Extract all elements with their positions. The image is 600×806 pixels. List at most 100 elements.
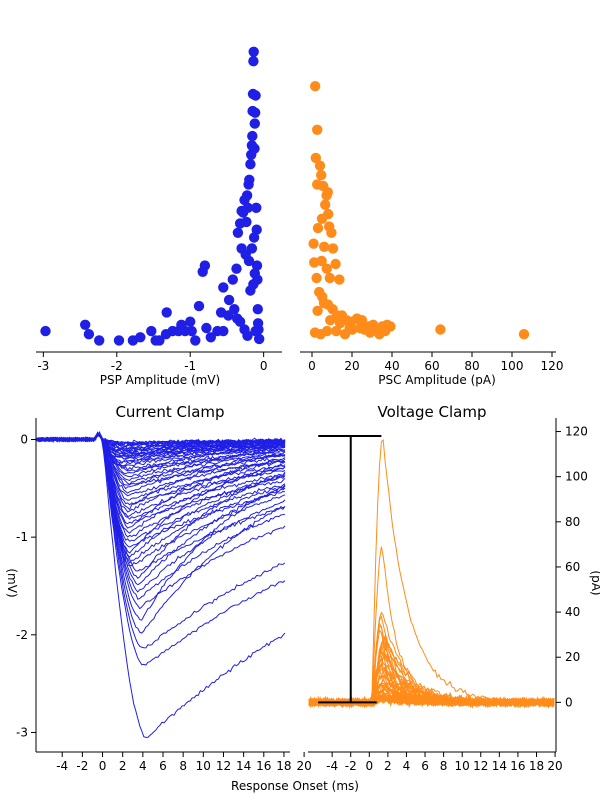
psc-x-tick-label: 120: [541, 359, 564, 373]
psc-point: [327, 243, 339, 254]
cc-x-tick-label: 10: [196, 759, 211, 773]
vc-scale-bar: [318, 435, 382, 704]
psp-point: [199, 260, 211, 271]
cc-y-ticks: 0 -1 -2 -3: [16, 432, 36, 739]
vc-y-tick-label: 60: [565, 560, 580, 574]
psp-point: [245, 159, 256, 170]
psc-x-ticks: 0 20 40 60 80 100 120: [308, 352, 563, 373]
psp-point: [246, 243, 258, 254]
cc-x-tick-label: 16: [256, 759, 271, 773]
psp-point: [40, 325, 51, 337]
vc-x-tick-label: 2: [384, 759, 392, 773]
vc-trace: [308, 546, 555, 708]
cc-x-tick-label: 2: [119, 759, 127, 773]
psp-point: [218, 325, 229, 337]
psp-point: [161, 307, 172, 318]
psc-x-tick-label: 0: [308, 359, 316, 373]
psp-point: [229, 304, 240, 315]
vc-y-ticks: 0 20 40 60 80 100 120: [556, 425, 588, 709]
psp-point: [176, 319, 187, 330]
vc-y-label: (pA): [589, 570, 600, 595]
vc-x-tick-label: -2: [345, 759, 357, 773]
psp-point: [248, 46, 259, 57]
vc-x-tick-label: 20: [547, 759, 562, 773]
psp-point: [250, 107, 261, 118]
psp-point: [251, 202, 262, 213]
psp-point: [205, 332, 216, 343]
psc-point: [518, 329, 530, 340]
vc-y-tick-label: 20: [565, 650, 580, 664]
psp-point: [146, 325, 157, 337]
psc-point: [314, 160, 326, 171]
psp-point: [243, 255, 255, 267]
cc-x-tick-label: 8: [179, 759, 187, 773]
cc-trace: [36, 433, 286, 445]
vc-x-ticks: -4 -2 0 2 4 6 8 10 12 14 16 18 20: [326, 752, 563, 773]
psp-point: [248, 56, 259, 67]
current-clamp-traces: [36, 431, 286, 738]
psc-point: [322, 187, 333, 198]
cc-x-tick-label: 12: [216, 759, 231, 773]
psp-point: [254, 333, 265, 345]
psc-point: [312, 222, 324, 234]
psc-point: [334, 318, 346, 329]
vc-y-tick-label: 120: [565, 425, 588, 439]
psp-point: [190, 335, 201, 346]
psp-point: [231, 263, 242, 274]
vc-x-tick-label: 16: [510, 759, 525, 773]
psp-point: [232, 227, 244, 238]
vc-x-tick-label: 12: [473, 759, 488, 773]
psc-point: [311, 272, 322, 284]
psp-point: [251, 224, 262, 235]
psc-point: [321, 263, 332, 274]
cc-x-tick-label: 18: [276, 759, 291, 773]
psc-point: [321, 325, 333, 337]
psc-point: [308, 238, 319, 249]
psp-point: [186, 325, 197, 337]
vc-trace: [308, 438, 555, 707]
vc-x-tick-label: 4: [403, 759, 411, 773]
voltage-clamp-traces: [308, 438, 555, 710]
psp-point: [227, 274, 238, 285]
psp-point: [218, 282, 229, 293]
psp-point: [244, 174, 255, 185]
cc-y-tick-label: -3: [16, 725, 28, 739]
current-clamp-title: Current Clamp: [115, 403, 224, 421]
psc-point: [316, 213, 328, 224]
psp-point: [236, 243, 247, 254]
psp-x-ticks: -3 -2 -1 0: [37, 352, 267, 373]
psc-scatter-panel: 0 20 40 60 80 100 120 PSC Amplitude (pA): [300, 81, 563, 387]
psp-point: [223, 294, 235, 306]
vc-x-tick-label: 6: [421, 759, 429, 773]
psp-point: [80, 319, 91, 330]
cc-y-label: (mV): [5, 568, 19, 597]
psc-point: [380, 325, 391, 337]
psp-point: [249, 118, 260, 129]
shared-x-label: Response Onset (ms): [231, 779, 359, 793]
vc-x-tick-label: 0: [365, 759, 373, 773]
psp-point: [83, 329, 95, 340]
vc-x-tick-label: 10: [455, 759, 470, 773]
psp-point: [249, 268, 260, 279]
psp-scatter-panel: -3 -2 -1 0 PSP Amplitude (mV): [36, 46, 282, 387]
psc-point: [324, 272, 335, 284]
vc-y-tick-label: 100: [565, 470, 588, 484]
vc-x-tick-label: 14: [492, 759, 507, 773]
psc-point: [344, 322, 355, 334]
psc-point: [326, 227, 337, 238]
psc-x-tick-label: 60: [424, 359, 439, 373]
cc-x-tick-label: 0: [99, 759, 107, 773]
psc-point: [310, 81, 321, 92]
psc-point: [320, 199, 331, 210]
cc-y-tick-label: -1: [16, 530, 28, 544]
psc-point: [316, 169, 327, 181]
psp-point: [94, 335, 105, 346]
psc-point: [325, 315, 336, 326]
psp-point: [250, 325, 261, 337]
psc-x-tick-label: 20: [344, 359, 359, 373]
vc-y-tick-label: 80: [565, 515, 580, 529]
psp-point: [248, 279, 259, 290]
psp-point: [234, 316, 246, 327]
cc-x-tick-label: 14: [236, 759, 251, 773]
